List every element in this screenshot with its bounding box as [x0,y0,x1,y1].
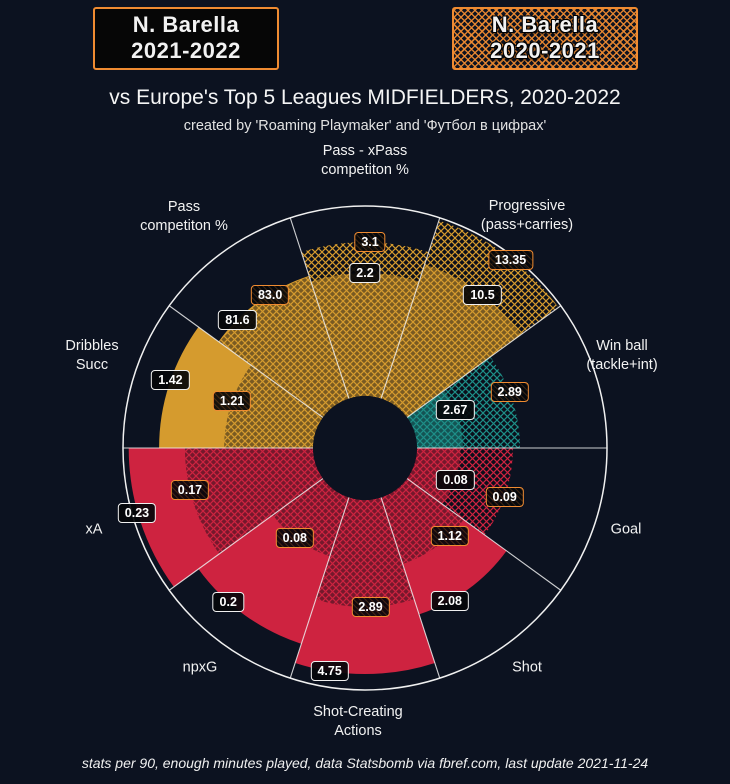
player-badge-previous-season: N. Barella 2020-2021 [452,7,638,70]
value-label-current-5: 4.75 [310,661,349,682]
season-label: 2020-2021 [490,38,600,63]
value-label-previous-9: 83.0 [250,285,290,306]
category-label-1: Progressive (pass+carries) [480,198,574,233]
value-label-current-8: 1.42 [151,370,190,391]
slice-divider [380,497,441,679]
value-label-current-4: 2.08 [430,591,469,612]
value-label-current-3: 0.08 [436,470,475,491]
slice-previous-6 [272,478,349,557]
value-label-previous-4: 1.12 [430,525,469,546]
chart-title: vs Europe's Top 5 Leagues MIDFIELDERS, 2… [109,86,621,109]
category-label-6: npxG [182,659,218,676]
category-label-4: Shot [512,659,542,676]
outer-ring [122,205,608,691]
slice-divider [289,497,350,679]
slice-previous-1 [381,220,559,418]
value-label-previous-0: 3.1 [354,232,386,253]
value-label-previous-6: 0.08 [275,527,314,548]
slice-previous-0 [301,242,429,399]
value-label-current-1: 10.5 [463,284,502,305]
category-label-0: Pass - xPass competiton % [321,143,409,178]
category-label-7: xA [85,521,103,538]
value-label-previous-1: 13.35 [487,249,534,270]
slice-divider [406,478,562,591]
slice-previous-8 [224,365,323,448]
slice-divider [380,217,441,399]
footnote: stats per 90, enough minutes played, dat… [81,755,649,771]
slice-previous-3 [407,448,513,535]
value-label-previous-8: 1.21 [212,390,252,411]
category-label-2: Win ball (tackle+int) [586,338,658,373]
value-label-current-7: 0.23 [117,502,157,523]
category-label-3: Goal [610,521,642,538]
chart-subtitle: created by 'Roaming Playmaker' and 'Футб… [183,118,547,134]
category-label-5: Shot-Creating Actions [313,704,403,739]
value-label-previous-7: 0.17 [170,480,210,501]
slice-divider [289,217,350,399]
slice-divider [406,305,562,418]
category-label-9: Pass competiton % [140,199,228,234]
value-label-current-6: 0.2 [212,592,244,613]
value-label-previous-5: 2.89 [351,596,390,617]
player-name: N. Barella [132,12,240,37]
value-label-current-0: 2.2 [349,263,381,283]
player-name: N. Barella [491,12,599,37]
slice-divider [168,305,324,418]
center-hole [313,396,417,500]
value-label-current-2: 2.67 [436,399,475,420]
value-label-current-9: 81.6 [218,309,257,330]
season-label: 2021-2022 [131,38,241,63]
slice-previous-7 [184,448,323,554]
category-label-8: Dribbles Succ [65,338,119,373]
value-label-previous-3: 0.09 [485,486,524,507]
slice-divider [168,478,324,591]
player-badge-current-season: N. Barella 2021-2022 [93,7,279,70]
slice-previous-4 [381,478,464,564]
value-label-previous-2: 2.89 [490,382,529,403]
